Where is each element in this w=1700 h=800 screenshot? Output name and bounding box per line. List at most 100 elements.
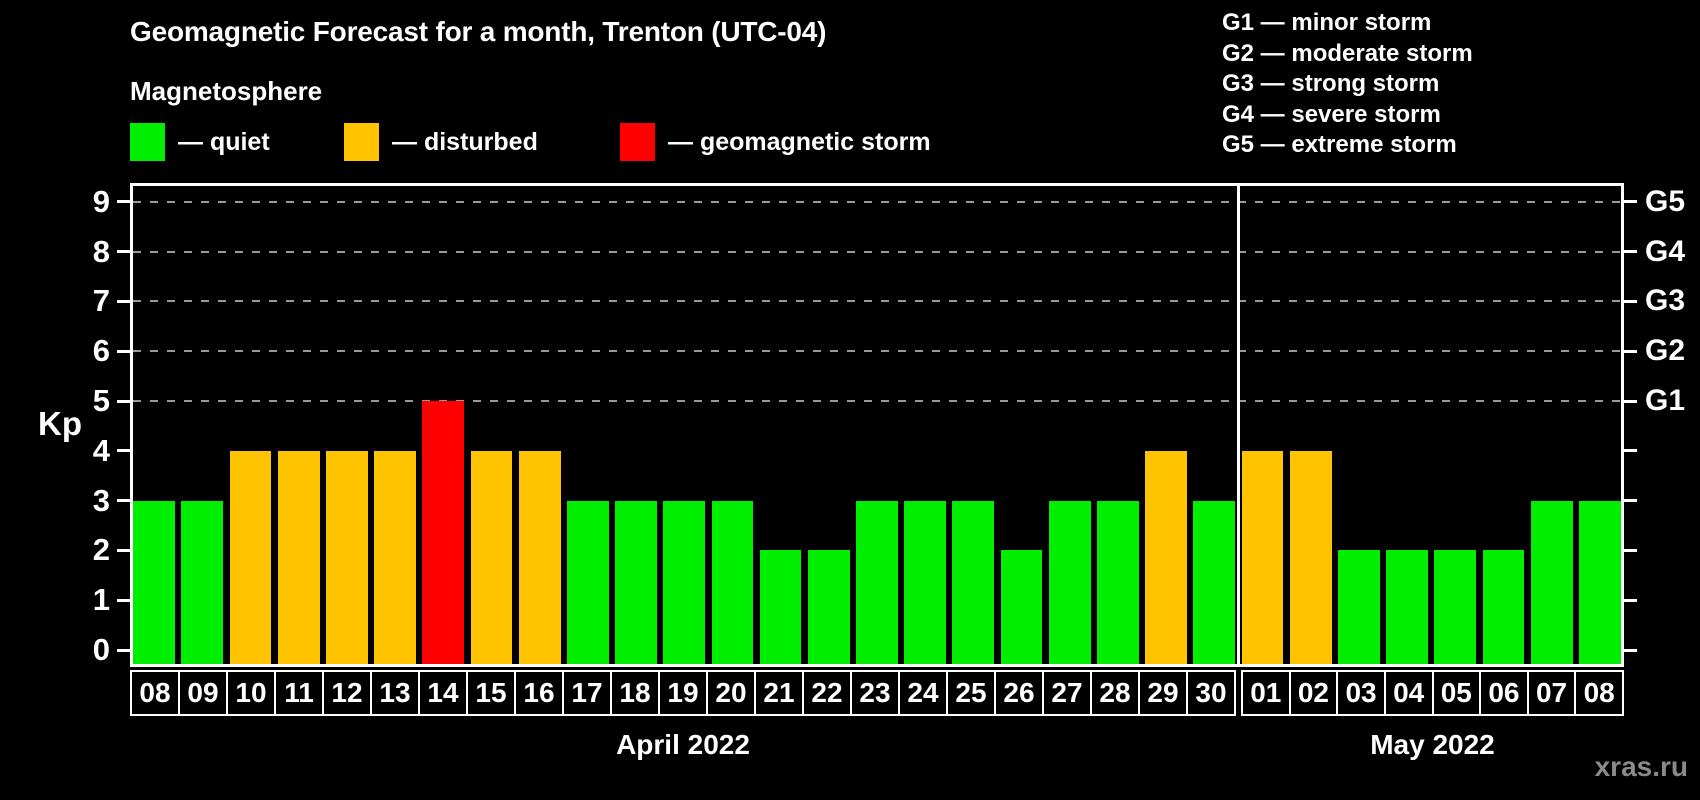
kp-bar-day-19 bbox=[663, 500, 706, 667]
g-level-label-g5: G5 bbox=[1645, 184, 1686, 218]
left-tick-1 bbox=[117, 598, 130, 602]
left-tick-9 bbox=[117, 200, 130, 204]
right-tick-8 bbox=[1624, 250, 1637, 254]
y-tick-label-6: 6 bbox=[92, 333, 110, 369]
kp-bar-day-12 bbox=[325, 450, 368, 667]
day-label-23: 23 bbox=[850, 670, 900, 716]
day-label-21: 21 bbox=[754, 670, 804, 716]
day-label-16: 16 bbox=[514, 670, 564, 716]
kp-bar-day-08 bbox=[133, 500, 175, 667]
kp-bar-day-30 bbox=[1193, 500, 1236, 667]
kp-bar-day-25 bbox=[952, 500, 995, 667]
storm-scale-line-g2: G2 — moderate storm bbox=[1222, 39, 1473, 67]
left-tick-4 bbox=[117, 449, 130, 453]
day-label-28: 28 bbox=[1090, 670, 1140, 716]
kp-bar-day-17 bbox=[566, 500, 609, 667]
day-box-group-april: 08 09 10 11 12 13 14 15 16 17 18 19 20 21 22 23 24 25 26 27… bbox=[130, 670, 1236, 716]
kp-gridline-5 bbox=[133, 400, 1621, 402]
y-tick-label-7: 7 bbox=[92, 283, 110, 319]
right-tick-2 bbox=[1624, 548, 1637, 552]
left-tick-6 bbox=[117, 349, 130, 353]
y-axis-title: Kp bbox=[38, 405, 82, 442]
kp-bar-day-10 bbox=[229, 450, 272, 667]
right-tick-0 bbox=[1624, 648, 1637, 652]
day-label-27: 27 bbox=[1042, 670, 1092, 716]
kp-bar-day-20 bbox=[711, 500, 754, 667]
day-label-29: 29 bbox=[1138, 670, 1188, 716]
kp-bar-day-16 bbox=[518, 450, 561, 667]
kp-bar-day-03 bbox=[1338, 550, 1380, 667]
month-label-april: April 2022 bbox=[616, 729, 750, 760]
kp-bar-day-21 bbox=[759, 550, 802, 667]
right-tick-1 bbox=[1624, 598, 1637, 602]
left-tick-5 bbox=[117, 399, 130, 403]
magnetosphere-label: Magnetosphere bbox=[130, 76, 323, 106]
kp-bar-day-23 bbox=[856, 500, 898, 667]
kp-bar-day-07 bbox=[1530, 500, 1573, 667]
right-tick-3 bbox=[1624, 499, 1637, 503]
day-label-09: 09 bbox=[178, 670, 228, 716]
storm-scale-line-g5: G5 — extreme storm bbox=[1222, 131, 1457, 159]
plot-area: Kp 0 1 2 3 4 5 6 7 8 9 G1 G2 G3 G4 G5 bbox=[38, 183, 1685, 667]
left-tick-2 bbox=[117, 548, 130, 552]
x-axis-day-labels: 08 09 10 11 12 13 14 15 16 17 18 19 20 21 22 23 24 25 26 27… bbox=[130, 670, 1624, 716]
left-tick-8 bbox=[117, 250, 130, 254]
legend-item-storm: — geomagnetic storm bbox=[620, 122, 931, 162]
day-label-05: 05 bbox=[1431, 670, 1482, 716]
month-separator-line bbox=[1236, 183, 1240, 667]
storm-color-swatch bbox=[620, 123, 655, 161]
day-label-20: 20 bbox=[706, 670, 756, 716]
kp-bar-day-09 bbox=[181, 500, 224, 667]
day-label-01: 01 bbox=[1241, 670, 1291, 716]
kp-bar-day-06 bbox=[1482, 550, 1525, 667]
day-label-18: 18 bbox=[610, 670, 660, 716]
right-tick-4 bbox=[1624, 449, 1637, 453]
g-level-label-g4: G4 bbox=[1645, 234, 1686, 268]
day-label-10: 10 bbox=[226, 670, 276, 716]
y-tick-label-0: 0 bbox=[92, 632, 110, 667]
kp-gridline-8 bbox=[133, 250, 1621, 253]
month-label-may: May 2022 bbox=[1370, 729, 1495, 760]
day-label-12: 12 bbox=[322, 670, 372, 716]
y-tick-label-5: 5 bbox=[92, 383, 110, 418]
kp-bar-day-14 bbox=[422, 401, 465, 667]
left-tick-7 bbox=[117, 299, 130, 303]
day-label-06: 06 bbox=[1479, 670, 1529, 716]
g-level-label-g3: G3 bbox=[1645, 284, 1686, 318]
kp-bar-day-27 bbox=[1048, 500, 1091, 667]
kp-bar-day-22 bbox=[807, 550, 850, 667]
day-box-group-may: 01 02 03 04 05 06 07 08 bbox=[1241, 670, 1624, 716]
kp-bar-day-18 bbox=[615, 500, 657, 667]
y-tick-label-8: 8 bbox=[92, 233, 110, 269]
kp-gridline-9 bbox=[133, 200, 1621, 203]
kp-bar-day-24 bbox=[904, 500, 947, 667]
storm-scale-legend: G1 — minor storm G2 — moderate storm G3 … bbox=[1222, 8, 1473, 161]
disturbed-color-swatch bbox=[344, 123, 379, 161]
legend-label-quiet: — quiet bbox=[178, 127, 270, 156]
legend-item-quiet: — quiet bbox=[130, 122, 270, 162]
y-tick-label-3: 3 bbox=[92, 482, 110, 518]
quiet-color-swatch bbox=[130, 123, 165, 161]
kp-bar-day-04 bbox=[1386, 550, 1428, 667]
right-tick-5 bbox=[1624, 399, 1637, 403]
legend-item-disturbed: — disturbed bbox=[344, 122, 538, 162]
day-label-03: 03 bbox=[1336, 670, 1386, 716]
chart-title: Geomagnetic Forecast for a month, Trento… bbox=[130, 16, 827, 47]
day-label-25: 25 bbox=[946, 670, 996, 716]
day-label-08: 08 bbox=[1574, 670, 1624, 716]
storm-scale-line-g4: G4 — severe storm bbox=[1222, 100, 1441, 128]
day-label-13: 13 bbox=[370, 670, 420, 716]
day-label-08: 08 bbox=[130, 670, 180, 716]
kp-bar-day-01 bbox=[1241, 450, 1284, 667]
g-level-label-g1: G1 bbox=[1645, 384, 1686, 417]
y-tick-label-1: 1 bbox=[92, 582, 110, 618]
day-label-04: 04 bbox=[1383, 670, 1434, 716]
day-label-19: 19 bbox=[658, 670, 708, 716]
day-label-15: 15 bbox=[466, 670, 516, 716]
kp-bar-day-02 bbox=[1289, 450, 1332, 667]
legend-label-disturbed: — disturbed bbox=[392, 127, 538, 156]
day-label-22: 22 bbox=[802, 670, 852, 716]
day-label-02: 02 bbox=[1288, 670, 1339, 716]
y-tick-label-9: 9 bbox=[92, 183, 110, 219]
left-tick-0 bbox=[117, 648, 130, 652]
